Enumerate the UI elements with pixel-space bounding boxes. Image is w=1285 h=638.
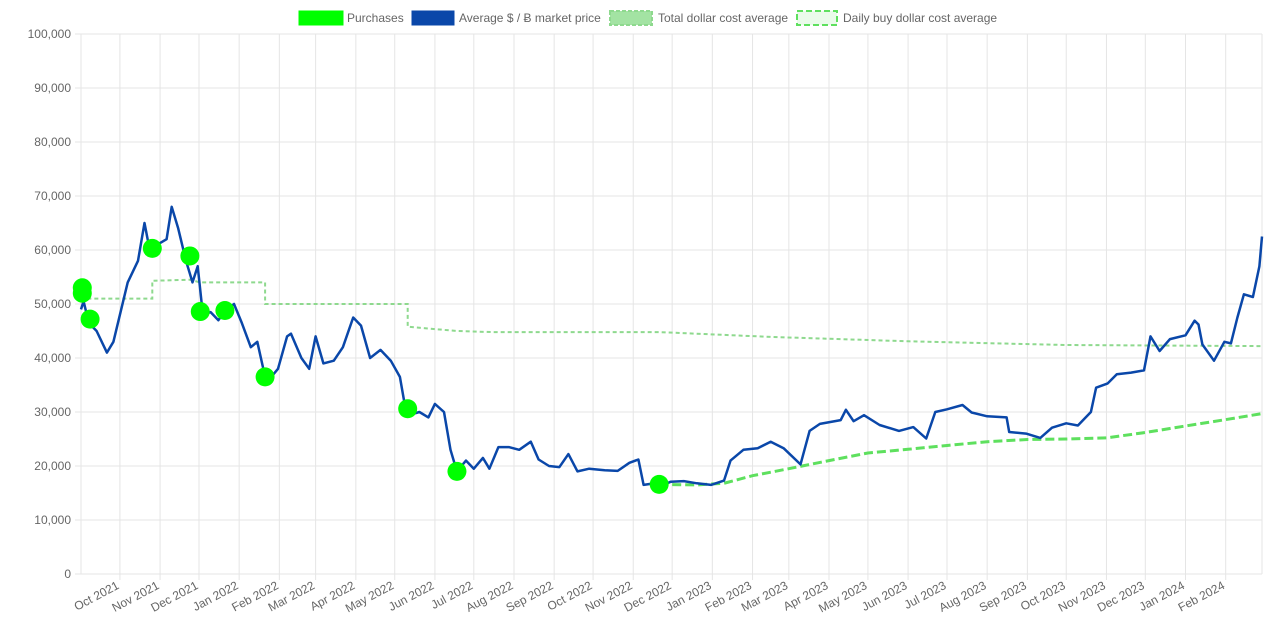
- purchase-point[interactable]: [80, 309, 100, 329]
- plot-area: [72, 205, 1264, 494]
- chart-legend[interactable]: Purchases Average $ / Ƀ market price Tot…: [298, 10, 997, 26]
- series-line-total-dca: [80, 278, 1263, 348]
- purchase-point[interactable]: [180, 246, 200, 266]
- y-tick-label: 20,000: [34, 459, 71, 473]
- legend-label-total-dca: Total dollar cost average: [658, 11, 788, 25]
- series-line-daily-dca: [659, 412, 1263, 487]
- purchase-point[interactable]: [255, 367, 275, 387]
- purchase-point[interactable]: [447, 461, 467, 481]
- legend-item-market-price[interactable]: Average $ / Ƀ market price: [411, 10, 601, 26]
- y-tick-label: 40,000: [34, 351, 71, 365]
- legend-label-purchases: Purchases: [347, 11, 404, 25]
- chart-grid: [80, 33, 1263, 575]
- legend-label-market-price: Average $ / Ƀ market price: [459, 11, 601, 25]
- y-tick-label: 10,000: [34, 513, 71, 527]
- y-tick-label: 70,000: [34, 189, 71, 203]
- purchase-point[interactable]: [190, 302, 210, 322]
- x-tick-label: Feb 2024: [1176, 578, 1228, 614]
- legend-item-total-dca[interactable]: Total dollar cost average: [609, 10, 788, 26]
- legend-label-daily-dca: Daily buy dollar cost average: [843, 11, 997, 25]
- series-line-market-price: [79, 205, 1264, 488]
- purchase-point[interactable]: [649, 474, 669, 494]
- legend-item-daily-dca[interactable]: Daily buy dollar cost average: [796, 10, 997, 26]
- legend-swatch-total-dca: [609, 10, 653, 26]
- purchase-point[interactable]: [398, 399, 418, 419]
- legend-swatch-daily-dca: [796, 10, 838, 26]
- x-tick-label: Jun 2022: [386, 578, 436, 614]
- x-tick-label: Jun 2023: [859, 578, 909, 614]
- y-tick-label: 30,000: [34, 405, 71, 419]
- purchase-point[interactable]: [215, 300, 235, 320]
- y-tick-label: 60,000: [34, 243, 71, 257]
- y-tick-label: 80,000: [34, 135, 71, 149]
- y-axis: 0 10,000 20,000 30,000 40,000 50,000 60,000 70,…: [28, 27, 81, 581]
- y-tick-label: 0: [64, 567, 71, 581]
- legend-item-purchases[interactable]: Purchases: [298, 10, 404, 26]
- y-tick-label: 50,000: [34, 297, 71, 311]
- legend-swatch-purchases: [298, 10, 344, 26]
- legend-swatch-market-price: [411, 10, 455, 26]
- y-tick-label: 100,000: [28, 27, 72, 41]
- purchase-point[interactable]: [142, 238, 162, 258]
- y-tick-label: 90,000: [34, 81, 71, 95]
- purchase-point[interactable]: [72, 278, 92, 298]
